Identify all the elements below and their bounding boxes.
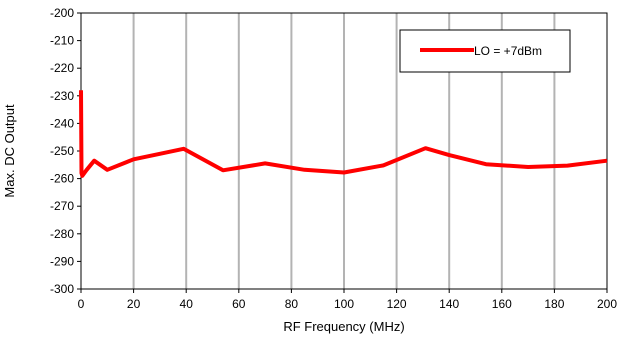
y-tick-label-2: -220 [50,61,74,75]
x-tick-label-5: 100 [334,297,354,311]
y-tick-label-9: -290 [50,254,74,268]
axis-ticks [77,12,608,293]
y-tick-label-1: -210 [50,34,74,48]
y-tick-label-0: -200 [50,6,74,20]
y-tick-label-7: -270 [50,199,74,213]
series-line-0 [79,90,608,178]
y-tick-label-4: -240 [50,116,74,130]
x-tick-labels: 0 20 40 60 80 100 120 140 160 180 200 [78,297,618,311]
x-tick-label-7: 140 [439,297,459,311]
legend: LO = +7dBm [399,29,571,73]
x-tick-label-1: 20 [127,297,141,311]
x-tick-label-4: 80 [285,297,299,311]
legend-label: LO = +7dBm [474,44,542,58]
y-tick-labels: -200 -210 -220 -230 -240 -250 -260 -270 -280 -290… [50,6,74,296]
y-tick-label-3: -230 [50,89,74,103]
x-tick-label-0: 0 [78,297,85,311]
x-tick-label-2: 40 [180,297,194,311]
y-tick-label-8: -280 [50,227,74,241]
x-tick-label-3: 60 [232,297,246,311]
x-tick-label-8: 160 [492,297,512,311]
series-layer [79,90,608,178]
y-axis-title: Max. DC Output [2,104,17,198]
x-tick-label-6: 120 [387,297,407,311]
x-tick-label-9: 180 [544,297,564,311]
y-tick-label-5: -250 [50,144,74,158]
x-tick-label-10: 200 [597,297,617,311]
x-axis-title: RF Frequency (MHz) [283,319,404,334]
y-tick-label-10: -300 [50,282,74,296]
y-tick-label-6: -260 [50,172,74,186]
